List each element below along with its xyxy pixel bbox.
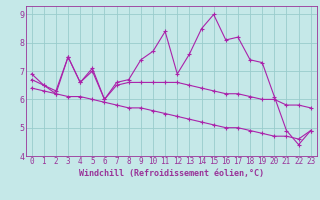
X-axis label: Windchill (Refroidissement éolien,°C): Windchill (Refroidissement éolien,°C) bbox=[79, 169, 264, 178]
